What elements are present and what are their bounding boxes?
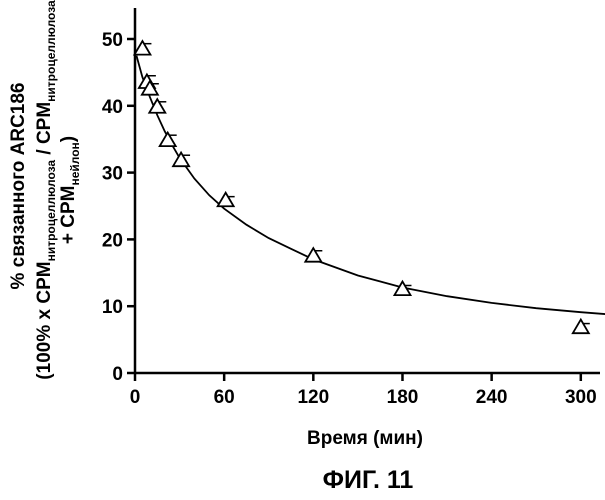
y-axis-title-line3-group: + CPMнейлон) — [58, 136, 82, 244]
y-tick-label: 20 — [102, 230, 123, 251]
y-axis-title-line2-group: (100% x CPMнитроцеллюлоза / CPMнитроцелл… — [34, 0, 58, 380]
y-tick-label: 30 — [102, 164, 123, 185]
x-axis-title: Время (мин) — [307, 428, 423, 449]
x-tick-label: 120 — [297, 387, 329, 408]
axes: 0 10 20 30 40 50 0 60 120 180 240 300 — [102, 8, 600, 408]
y-tick-label: 10 — [102, 297, 123, 318]
y-tick-label: 40 — [102, 97, 123, 118]
x-tick-label: 180 — [387, 387, 419, 408]
y-axis-title-line3: + CPMнейлон) — [58, 136, 82, 244]
figure-caption: ФИГ. 11 — [323, 466, 414, 494]
data-point — [160, 133, 177, 147]
y-axis-title-line2: (100% x CPMнитроцеллюлоза / CPMнитроцелл… — [34, 0, 58, 380]
fit-curve — [137, 56, 605, 316]
y-tick-label: 50 — [102, 30, 123, 51]
x-tick-label: 60 — [214, 387, 235, 408]
y-tick-label: 0 — [112, 364, 123, 385]
data-point — [305, 248, 322, 262]
data-point — [173, 153, 190, 167]
data-point — [218, 193, 235, 207]
data-point — [134, 41, 151, 55]
y-axis-title-line1: % связанного ARC186 — [8, 83, 29, 290]
x-tick-label: 0 — [130, 387, 141, 408]
x-tick-label: 240 — [476, 387, 508, 408]
data-point — [573, 320, 590, 334]
y-axis-title: % связанного ARC186 — [8, 83, 29, 290]
triangle-marker — [573, 320, 589, 334]
triangle-marker — [218, 193, 234, 207]
fit-curve-group — [137, 56, 605, 316]
x-tick-label: 300 — [565, 387, 597, 408]
